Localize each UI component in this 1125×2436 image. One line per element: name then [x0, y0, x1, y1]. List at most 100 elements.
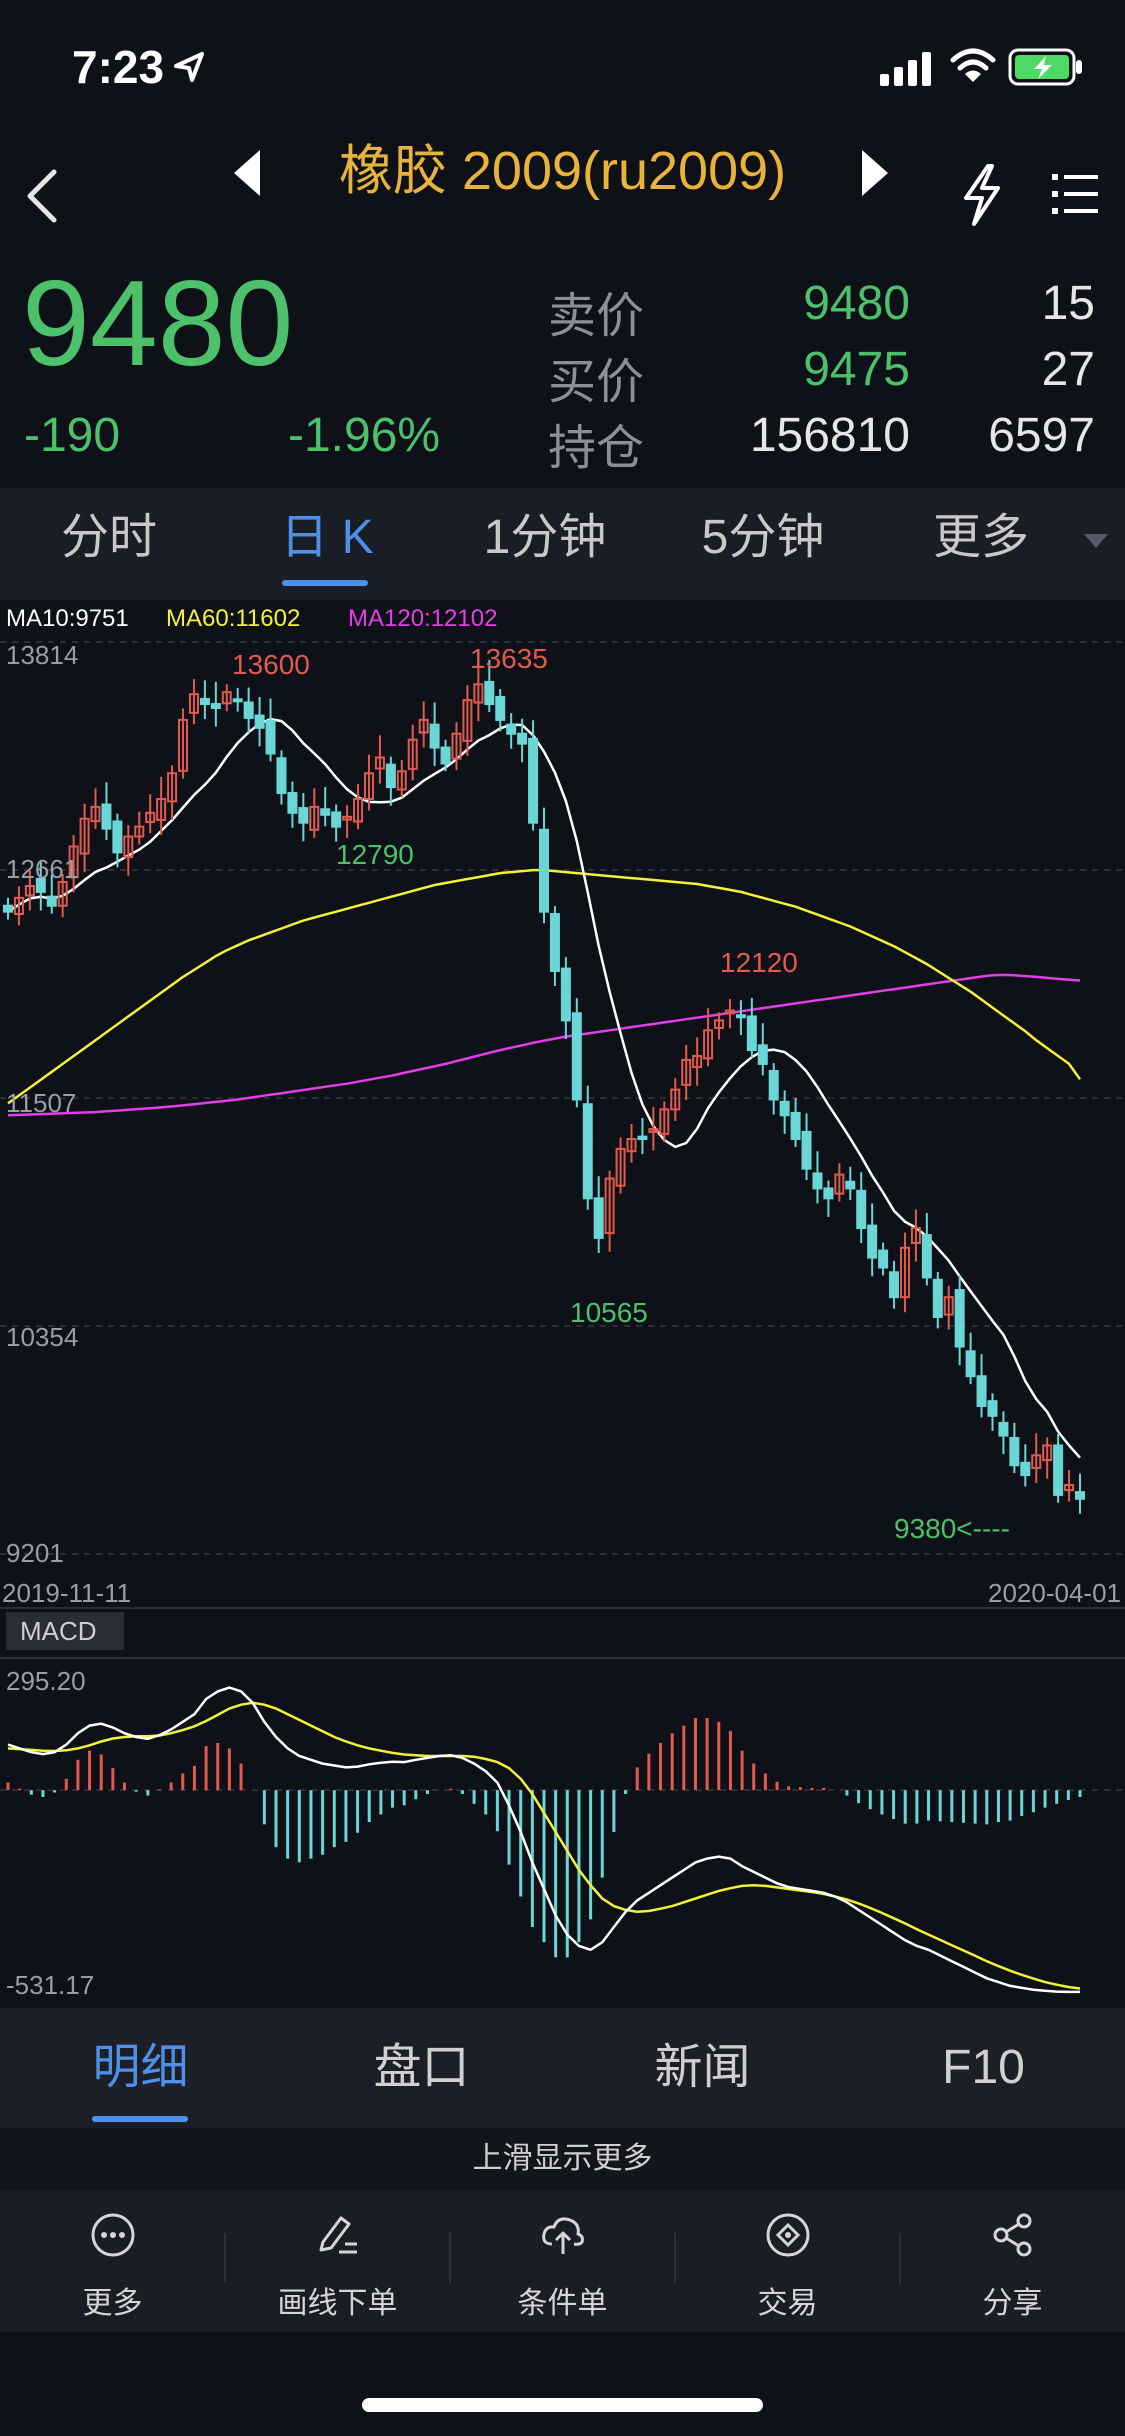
candle-body [943, 1296, 954, 1316]
candle-body [1009, 1436, 1020, 1467]
target-icon [766, 2213, 810, 2257]
candle-body [178, 718, 189, 772]
candle-body [615, 1147, 626, 1187]
tab-1min[interactable]: 1分钟 [483, 511, 607, 564]
toolbar-more-button[interactable]: 更多 [0, 2190, 225, 2332]
next-contract-icon[interactable] [860, 150, 890, 196]
menu-list-icon[interactable] [1052, 172, 1100, 216]
candle-body [79, 817, 90, 855]
candle-body [451, 732, 462, 760]
kline-chart[interactable]: MA10:9751 MA60:11602 MA120:12102 13814 1… [0, 600, 1125, 2010]
tab-news[interactable]: 新闻 [654, 2041, 751, 2094]
x-end-label: 2020-04-01 [988, 1578, 1121, 1608]
candle-body [243, 701, 254, 719]
ask-label: 卖价 [548, 290, 645, 343]
macd-y-top: 295.20 [6, 1666, 86, 1696]
bid-label: 买价 [548, 356, 645, 409]
toolbar-draw-order-label: 画线下单 [277, 2287, 398, 2320]
toolbar-trade-label: 交易 [757, 2287, 818, 2320]
toolbar-divider [674, 2233, 676, 2283]
price-change-pct: -1.96% [288, 409, 441, 462]
candle-body [265, 719, 276, 755]
candle-body [528, 737, 539, 824]
toolbar-trade-button[interactable]: 交易 [675, 2190, 900, 2332]
candle-body [998, 1421, 1009, 1437]
toolbar-draw-order-button[interactable]: 画线下单 [225, 2190, 450, 2332]
y-tick: 9201 [6, 1538, 64, 1568]
candle-body [123, 835, 134, 859]
candle-body [1031, 1454, 1042, 1469]
candle-body [889, 1271, 900, 1299]
home-indicator[interactable] [362, 2398, 763, 2412]
share-icon [993, 2213, 1032, 2257]
tab-detail[interactable]: 明细 [92, 2041, 189, 2094]
candle-body [298, 807, 309, 824]
tab-more[interactable]: 更多 [932, 511, 1029, 564]
candle-body [254, 714, 265, 729]
y-tick: 10354 [6, 1322, 78, 1352]
cellular-signal-icon [880, 52, 931, 86]
tab-more-dropdown-icon[interactable] [1082, 532, 1110, 550]
candle-body [68, 845, 79, 879]
pen-line-icon [319, 2216, 357, 2254]
candle-body [987, 1400, 998, 1417]
candle-body [735, 1014, 746, 1019]
x-start-label: 2019-11-11 [2, 1578, 131, 1608]
candle-body [790, 1111, 801, 1141]
tab-f10[interactable]: F10 [942, 2041, 1025, 2094]
tab-order-book[interactable]: 盘口 [373, 2041, 470, 2094]
candle-body [856, 1189, 867, 1229]
candle-body [845, 1180, 856, 1190]
macd-dea-line [7, 1701, 1081, 1990]
candle-body [1053, 1444, 1064, 1496]
candle-body [473, 683, 484, 704]
candle-body [823, 1187, 834, 1200]
candle-body [724, 1009, 735, 1015]
candle-body [899, 1246, 910, 1299]
candle-body [779, 1100, 790, 1117]
candle-body [648, 1128, 659, 1133]
ma10-line [7, 717, 1081, 1459]
candle-body [221, 691, 232, 705]
candle-body [145, 811, 156, 823]
bid-qty: 27 [1041, 343, 1095, 396]
tab-daily-k[interactable]: 日 K [280, 511, 374, 564]
y-tick: 12661 [6, 854, 78, 884]
ma120-line [7, 973, 1081, 1117]
candle-body [910, 1226, 921, 1245]
candle-body [353, 797, 364, 823]
candle-body [199, 697, 210, 706]
status-time: 7:23 [72, 41, 165, 93]
candle-body [309, 805, 320, 831]
ma120-legend: MA120:12102 [348, 605, 497, 632]
back-icon[interactable] [22, 166, 62, 226]
tab-5min[interactable]: 5分钟 [701, 511, 825, 564]
annotation-low-latest: 9380<---- [894, 1513, 1010, 1544]
candle-body [593, 1197, 604, 1239]
location-arrow-icon [174, 52, 204, 82]
toolbar-conditional-order-button[interactable]: 条件单 [450, 2190, 675, 2332]
candle-body [681, 1058, 692, 1086]
candle-body [112, 820, 123, 854]
candle-body [560, 967, 571, 1022]
detail-tabs: 明细 盘口 新闻 F10 [0, 2008, 1125, 2128]
candle-body [188, 693, 199, 714]
tab-intraday[interactable]: 分时 [60, 511, 157, 564]
candle-body [582, 1103, 593, 1200]
candle-body [90, 805, 101, 823]
candle-body [167, 772, 178, 803]
candle-body [626, 1138, 637, 1153]
candle-body [768, 1070, 779, 1101]
macd-y-bottom: -531.17 [6, 1970, 94, 2000]
candle-body [965, 1350, 976, 1378]
candle-body [517, 732, 528, 745]
swipe-up-hint[interactable]: 上滑显示更多 [0, 2128, 1125, 2190]
price-change: -190 [24, 409, 121, 462]
toolbar-share-button[interactable]: 分享 [900, 2190, 1125, 2332]
prev-contract-icon[interactable] [232, 150, 262, 196]
macd-label[interactable]: MACD [20, 1616, 97, 1646]
macd-label-box[interactable] [6, 1612, 124, 1650]
period-tabs: 分时 日 K 1分钟 5分钟 更多 [0, 488, 1125, 600]
open-interest-label: 持仓 [548, 422, 645, 475]
lightning-icon[interactable] [958, 162, 1006, 228]
